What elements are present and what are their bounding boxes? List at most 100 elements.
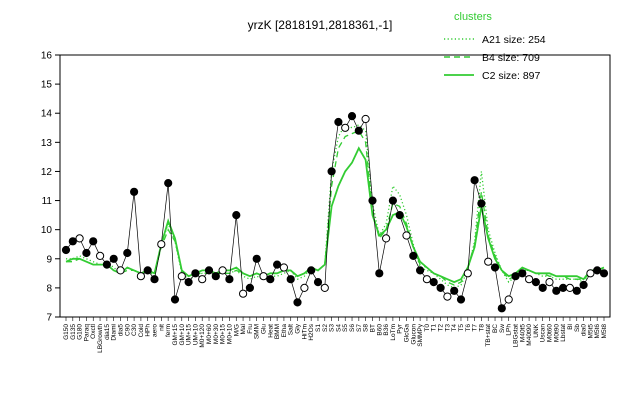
x-tick-label: LBGrowth (97, 324, 104, 353)
data-point (300, 283, 309, 292)
x-tick-label: UNK (533, 323, 540, 337)
x-tick-label: Fru (247, 324, 254, 334)
data-point (538, 283, 547, 292)
x-tick-label: Glucon (410, 324, 417, 345)
x-tick-label: HPh (145, 324, 152, 337)
data-point (68, 237, 77, 246)
y-tick-label: 12 (41, 167, 53, 178)
x-tick-label: M0t60 (547, 324, 554, 342)
data-point (273, 260, 282, 269)
x-tick-label: S7 (356, 324, 363, 332)
data-point (586, 269, 595, 278)
data-point (572, 286, 581, 295)
gene-line (65, 115, 605, 310)
data-point (525, 275, 534, 284)
x-tick-label: S4 (335, 324, 342, 332)
legend-title: clusters (454, 11, 492, 23)
data-point (341, 123, 350, 132)
data-point (177, 272, 186, 281)
data-point (204, 266, 214, 275)
data-point (61, 245, 71, 255)
x-tick-label: M40t90 (526, 324, 533, 346)
x-tick-label: G150 (63, 324, 70, 340)
x-tick-label: LBGstat (512, 324, 519, 348)
data-point (191, 269, 200, 278)
y-tick-label: 14 (41, 109, 53, 120)
y-tick-label: 16 (41, 51, 53, 62)
x-tick-label: Sb (574, 324, 581, 332)
x-tick-label: S3 (329, 324, 336, 332)
x-tick-label: LPh (506, 324, 513, 336)
data-point (511, 272, 520, 281)
data-point (232, 211, 241, 220)
data-point (89, 237, 98, 246)
x-tick-label: GM+15 (172, 324, 179, 346)
x-tick-label: T8 (478, 324, 485, 332)
x-tick-label: M5t6 (594, 324, 601, 339)
data-point (368, 196, 377, 205)
series-line-solid (65, 146, 605, 284)
data-point (286, 275, 295, 284)
x-tick-label: Salt (288, 324, 295, 335)
data-point (109, 254, 118, 263)
data-point (96, 251, 105, 260)
plot-frame (59, 54, 611, 318)
x-tick-label: T1 (431, 324, 438, 332)
data-point (409, 251, 418, 260)
x-tick-label: Paraq (83, 324, 90, 342)
x-tick-label: UM+15 (186, 324, 193, 346)
x-tick-label: G135 (70, 324, 77, 340)
x-tick-label: S1 (315, 324, 322, 332)
data-point (150, 275, 159, 284)
x-tick-label: S2 (322, 324, 329, 332)
x-tick-label: M0+30 (213, 324, 220, 344)
x-tick-label: Lbstat (560, 324, 567, 342)
data-point (518, 269, 527, 278)
data-point (559, 283, 568, 292)
x-tick-label: S6 (349, 324, 356, 332)
x-tick-label: BMM (274, 324, 281, 339)
data-point (334, 117, 343, 127)
data-point (375, 269, 384, 278)
data-point (347, 112, 357, 121)
data-point (279, 263, 288, 272)
data-point (552, 286, 561, 295)
data-point (361, 114, 370, 124)
x-tick-label: Pyr (397, 323, 404, 334)
x-tick-label: M0t90 (553, 324, 560, 342)
data-point (164, 179, 173, 188)
data-point (565, 283, 575, 292)
x-tick-label: TB+stat (485, 324, 492, 347)
y-tick-label: 9 (46, 254, 52, 265)
chart-title: yrzK [2818191,2818361,-1] (248, 18, 393, 32)
y-tick-label: 15 (41, 80, 53, 91)
data-point (463, 269, 472, 278)
data-point (579, 280, 588, 290)
data-point (456, 295, 466, 304)
data-point (75, 234, 84, 243)
x-tick-label: LoTm (390, 324, 397, 341)
x-tick-label: SMMPy (417, 323, 424, 347)
x-tick-label: C30 (131, 324, 138, 336)
data-point (170, 295, 180, 304)
data-point (116, 266, 125, 275)
x-tick-label: dia15 (104, 324, 111, 340)
y-tick-label: 13 (41, 138, 53, 149)
x-tick-label: Oxctl (90, 323, 97, 338)
data-point (136, 272, 145, 281)
data-point (545, 278, 554, 287)
x-tick-label: GM+10 (179, 324, 186, 346)
data-point (354, 126, 363, 135)
x-tick-label: dia0 (581, 324, 588, 337)
x-tick-label: BT (369, 324, 376, 332)
data-point (313, 278, 323, 287)
legend-label: C2 size: 897 (482, 70, 541, 82)
data-point (490, 263, 500, 272)
data-point (252, 254, 261, 263)
data-point (198, 275, 207, 284)
x-tick-label: SMM (254, 324, 261, 339)
x-tick-label: HiTm (301, 324, 308, 340)
data-point (82, 248, 91, 258)
x-tick-label: M/G (233, 324, 240, 336)
